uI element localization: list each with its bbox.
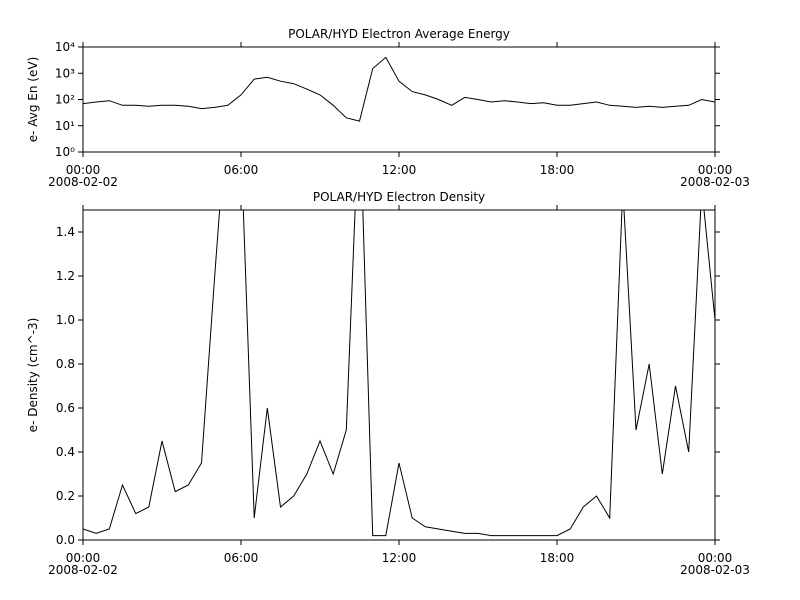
y-tick-label: 0.0 [56, 533, 75, 547]
y-axis-label: e- Density (cm^-3) [26, 318, 40, 433]
date-label: 2008-02-03 [680, 563, 750, 577]
y-tick-label: 1.0 [56, 313, 75, 327]
y-tick-label: 0.4 [56, 445, 75, 459]
y-tick-label: 10¹ [55, 119, 75, 133]
x-tick-label: 00:00 [698, 551, 733, 565]
y-tick-label: 10⁰ [55, 145, 75, 159]
x-tick-label: 06:00 [224, 551, 259, 565]
x-tick-label: 12:00 [382, 551, 417, 565]
y-tick-label: 0.2 [56, 489, 75, 503]
y-tick-label: 10³ [55, 66, 75, 80]
x-tick-label: 00:00 [698, 163, 733, 177]
y-axis-label: e- Avg En (eV) [26, 57, 40, 143]
y-tick-label: 10⁴ [55, 40, 75, 54]
y-tick-label: 0.8 [56, 357, 75, 371]
date-label: 2008-02-02 [48, 175, 118, 189]
chart-title: POLAR/HYD Electron Density [313, 190, 485, 204]
x-tick-label: 00:00 [66, 163, 101, 177]
x-tick-label: 12:00 [382, 163, 417, 177]
y-tick-label: 1.2 [56, 269, 75, 283]
x-tick-label: 18:00 [540, 163, 575, 177]
date-label: 2008-02-02 [48, 563, 118, 577]
y-tick-label: 1.4 [56, 225, 75, 239]
data-line [83, 56, 715, 122]
date-label: 2008-02-03 [680, 175, 750, 189]
x-tick-label: 18:00 [540, 551, 575, 565]
y-tick-label: 0.6 [56, 401, 75, 415]
x-tick-label: 06:00 [224, 163, 259, 177]
y-tick-label: 10² [55, 93, 75, 107]
plot-frame [82, 46, 716, 153]
data-line [83, 210, 715, 537]
x-tick-label: 00:00 [66, 551, 101, 565]
chart-title: POLAR/HYD Electron Average Energy [288, 27, 510, 41]
